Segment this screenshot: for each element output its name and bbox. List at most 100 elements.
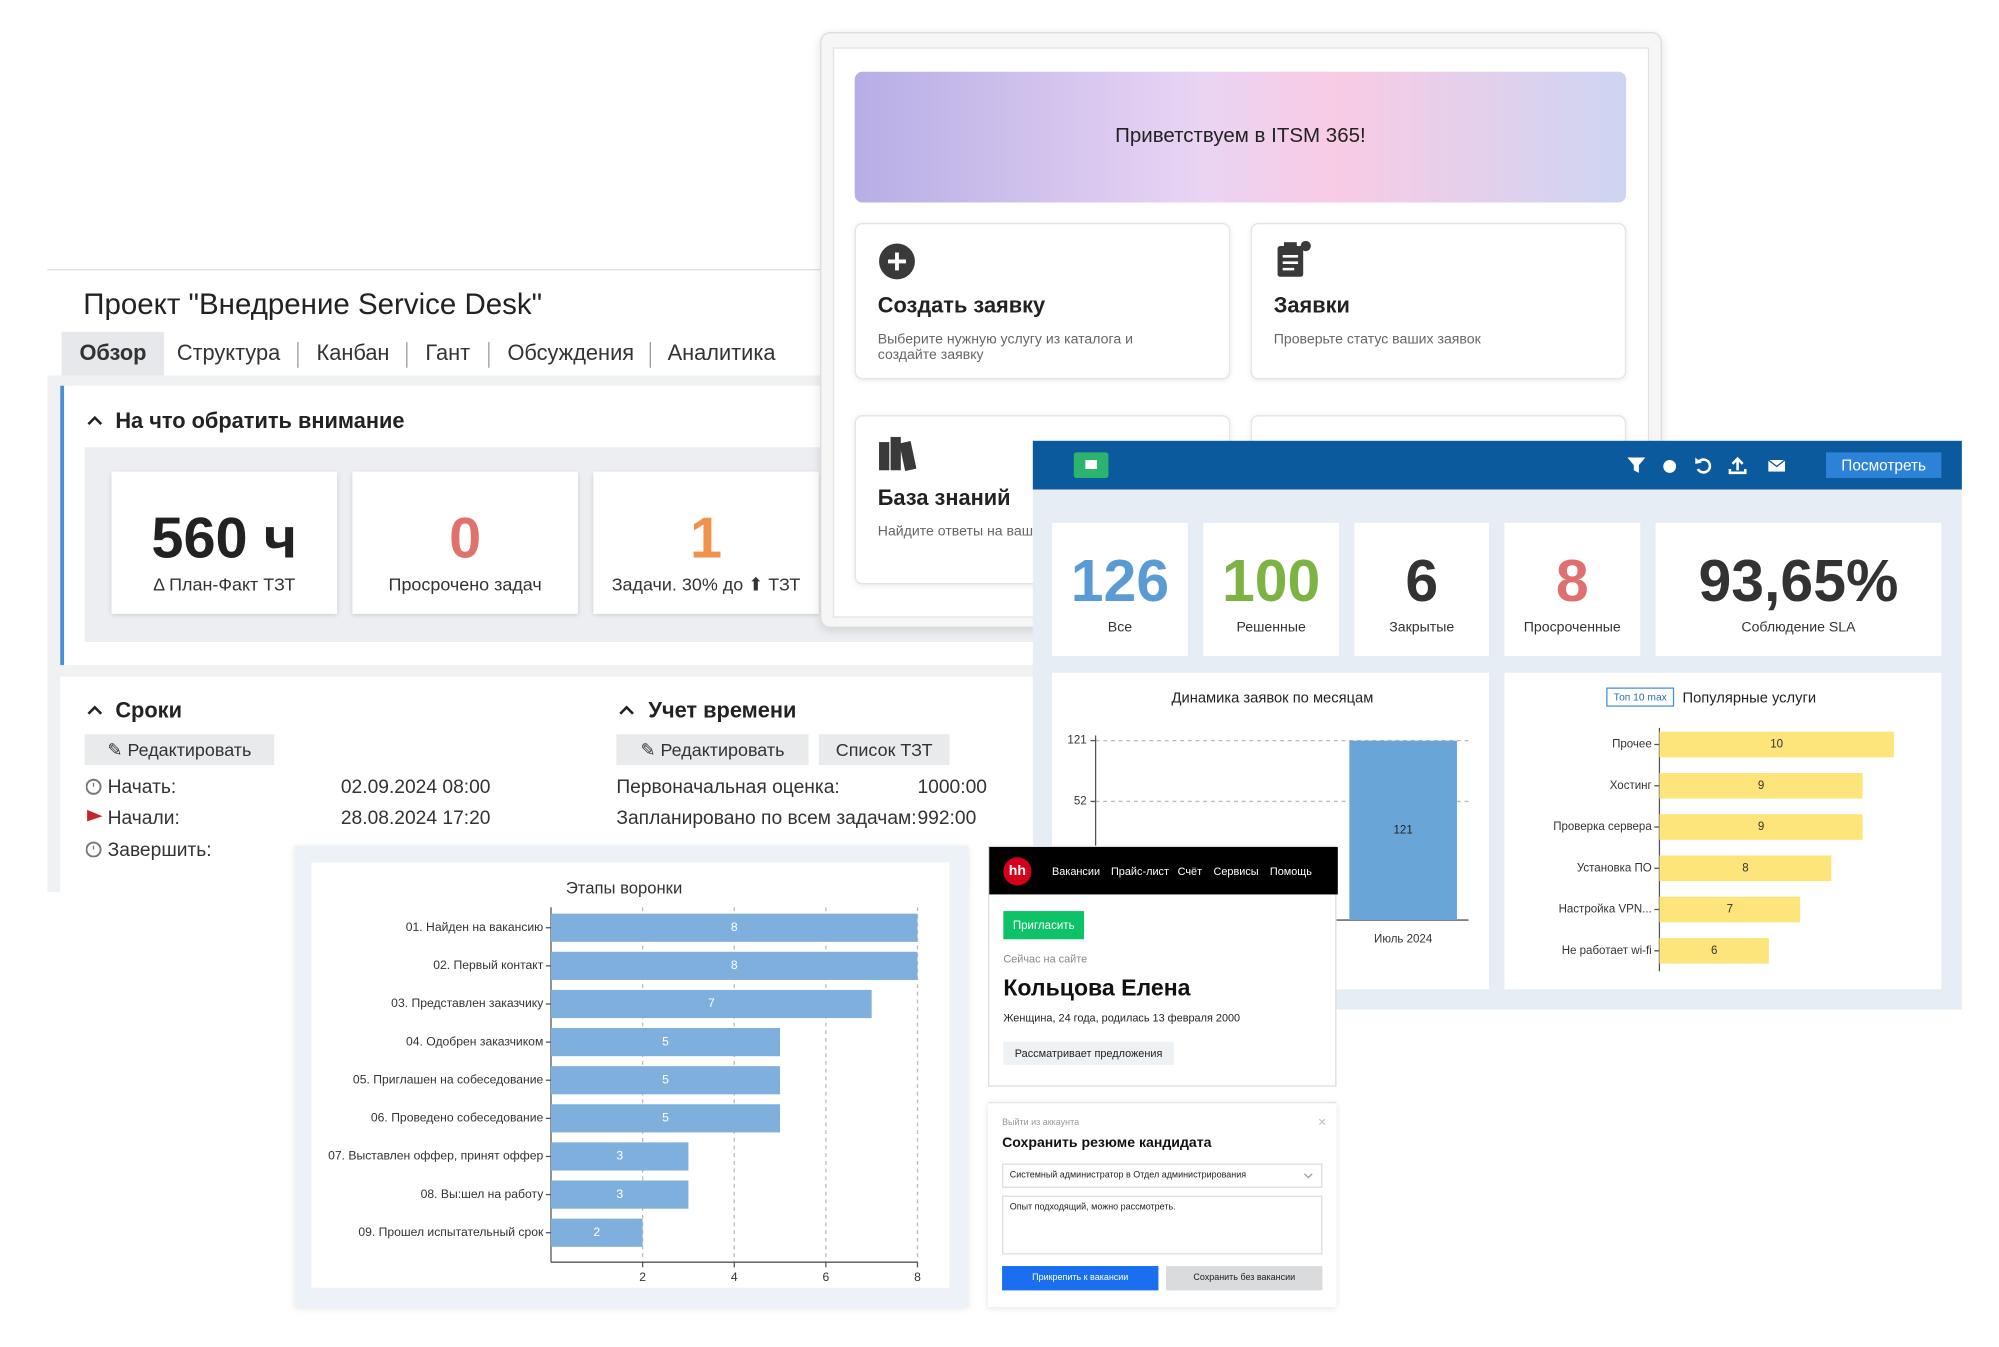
- edit-button[interactable]: ✎ Редактировать: [616, 734, 809, 766]
- bar: [1659, 772, 1863, 799]
- tab-separator: [406, 342, 408, 368]
- hh-logo[interactable]: hh: [1003, 857, 1032, 886]
- row-label: Начать:: [107, 776, 177, 799]
- button-label: Редактировать: [127, 739, 252, 760]
- nav-item[interactable]: Счёт: [1177, 864, 1203, 878]
- tab[interactable]: Канбан: [316, 340, 390, 366]
- vacancy-select[interactable]: Системный администратор в Отдел админист…: [1002, 1163, 1323, 1188]
- chart-title: Этапы воронки: [566, 879, 682, 898]
- y-tick-label: 03. Представлен заказчику: [391, 996, 544, 1010]
- bar: [551, 913, 918, 942]
- tab[interactable]: Обзор: [61, 331, 165, 376]
- y-tick-label: 05. Приглашен на собеседование: [353, 1072, 544, 1086]
- y-tick-label: 06. Проведено собеседование: [371, 1111, 544, 1125]
- tab[interactable]: Обсуждения: [507, 340, 635, 366]
- section-title: Учет времени: [648, 698, 797, 723]
- tab[interactable]: Аналитика: [667, 340, 776, 366]
- attach-button[interactable]: Прикрепить к вакансии: [1002, 1266, 1159, 1291]
- tab-separator: [488, 342, 490, 368]
- card-title: Заявки: [1273, 293, 1350, 318]
- value-label: 9: [1758, 821, 1764, 833]
- nav-item[interactable]: Прайс-лист: [1110, 864, 1169, 878]
- banner-text: Приветствуем в ITSM 365!: [1115, 125, 1366, 148]
- caret[interactable]: [87, 703, 103, 716]
- kpi-label: Δ План-Факт ТЗТ: [153, 574, 296, 595]
- comment-field[interactable]: Опыт подходящий, можно рассмотреть.: [1002, 1195, 1323, 1255]
- save-button[interactable]: Сохранить без вакансии: [1166, 1266, 1323, 1291]
- status: Сейчас на сайте: [1003, 952, 1088, 965]
- list-button[interactable]: Список ТЗТ: [818, 734, 950, 766]
- chart: Топ 10 max Популярные услуги 10 Прочее 9 Хо…: [1553, 687, 1894, 972]
- chart-title: Динамика заявок по месяцам: [1172, 690, 1374, 706]
- kpi-card: 0 Просрочено задач: [352, 471, 578, 614]
- logout-link[interactable]: Выйти из аккаунта: [1002, 1118, 1080, 1128]
- card-title: Создать заявку: [877, 293, 1046, 318]
- tab[interactable]: Структура: [176, 340, 281, 366]
- value-label: 3: [616, 1149, 623, 1163]
- value-label: 9: [1758, 780, 1764, 792]
- bar: [551, 951, 918, 980]
- kpi-card: 93,65% Соблюдение SLA: [1655, 522, 1942, 657]
- tab[interactable]: Гант: [425, 340, 471, 366]
- y-tick-label: Хостинг: [1610, 780, 1652, 792]
- section-title: Сроки: [115, 698, 182, 723]
- y-tick-label: 08. Вы:шел на работу: [421, 1187, 545, 1201]
- candidate-name: Кольцова Елена: [1003, 975, 1191, 1001]
- kpi-label: Решенные: [1236, 620, 1306, 636]
- service-card[interactable]: Заявки Проверьте статус ваших заявок: [1250, 222, 1627, 380]
- kpi-label: Все: [1107, 620, 1133, 636]
- kpi-label: Задачи. 30% до ⬆ ТЗТ: [611, 574, 801, 595]
- value-label: 7: [1727, 904, 1733, 916]
- chart: Этапы воронки 2 4 6 8 8 01. Найден на ваканси…: [311, 862, 950, 1288]
- bar: [551, 1218, 643, 1247]
- select-text: Системный администратор в Отдел админист…: [1009, 1171, 1247, 1181]
- bar: [551, 989, 872, 1019]
- kpi-value: 6: [1405, 547, 1439, 614]
- caret[interactable]: [87, 414, 103, 427]
- invite-button[interactable]: Пригласить: [1003, 911, 1085, 940]
- kpi-card: 6 Закрытые: [1354, 522, 1489, 657]
- kpi-card: 1 Задачи. 30% до ⬆ ТЗТ: [593, 471, 819, 614]
- bar: [1659, 814, 1863, 840]
- y-tick-label: 02. Первый контакт: [433, 958, 543, 972]
- dashboard: Посмотреть 126 Все 100 Решенные 6 Закрытые …: [1032, 440, 1962, 1010]
- y-tick-label: Не работает wi-fi: [1562, 945, 1652, 957]
- nav-item[interactable]: Сервисы: [1213, 864, 1259, 878]
- view-button[interactable]: Посмотреть: [1826, 452, 1942, 478]
- bar: [1659, 731, 1894, 758]
- toolbar-icons[interactable]: [1625, 454, 1798, 477]
- funnel-panel: Этапы воронки 2 4 6 8 8 01. Найден на ваканси…: [294, 845, 969, 1308]
- x-tick-label: 8: [914, 1270, 921, 1284]
- service-card[interactable]: Создать заявку Выберите нужную услугу из…: [854, 222, 1231, 380]
- toolbar: [1032, 440, 1962, 490]
- home-button[interactable]: [1073, 452, 1109, 478]
- kpi-card: 560 ч Δ План-Факт ТЗТ: [111, 471, 338, 614]
- value-label: 10: [1770, 739, 1783, 751]
- edit-button[interactable]: ✎ Редактировать: [84, 734, 275, 766]
- bar: [551, 1180, 689, 1209]
- nav-item[interactable]: Вакансии: [1052, 864, 1101, 878]
- bar: [551, 1104, 781, 1133]
- caret[interactable]: [619, 703, 634, 716]
- bar: [551, 1142, 689, 1171]
- x-tick-label: 2: [639, 1270, 646, 1284]
- comment-text: Опыт подходящий, можно рассмотреть.: [1009, 1203, 1176, 1213]
- row-value: 992:00: [917, 807, 977, 830]
- nav-item[interactable]: Помощь: [1269, 864, 1312, 878]
- close-button[interactable]: ×: [1318, 1114, 1327, 1131]
- save-dialog: Выйти из аккаунта × Сохранить резюме кан…: [987, 1102, 1337, 1308]
- tab-separator: [297, 342, 299, 368]
- button-label: Редактировать: [660, 739, 785, 760]
- value-label: 6: [1711, 945, 1717, 957]
- kpi-value: 1: [690, 504, 723, 571]
- y-tick-label: Прочее: [1612, 739, 1652, 751]
- kpi-card: 126 Все: [1052, 522, 1188, 657]
- banner: Приветствуем в ITSM 365!: [854, 71, 1627, 203]
- row-value: 28.08.2024 17:20: [340, 807, 491, 830]
- value-label: 3: [616, 1187, 623, 1201]
- y-tick-label: 121: [1067, 735, 1086, 747]
- bar: [551, 1066, 781, 1095]
- bar: [1659, 855, 1832, 882]
